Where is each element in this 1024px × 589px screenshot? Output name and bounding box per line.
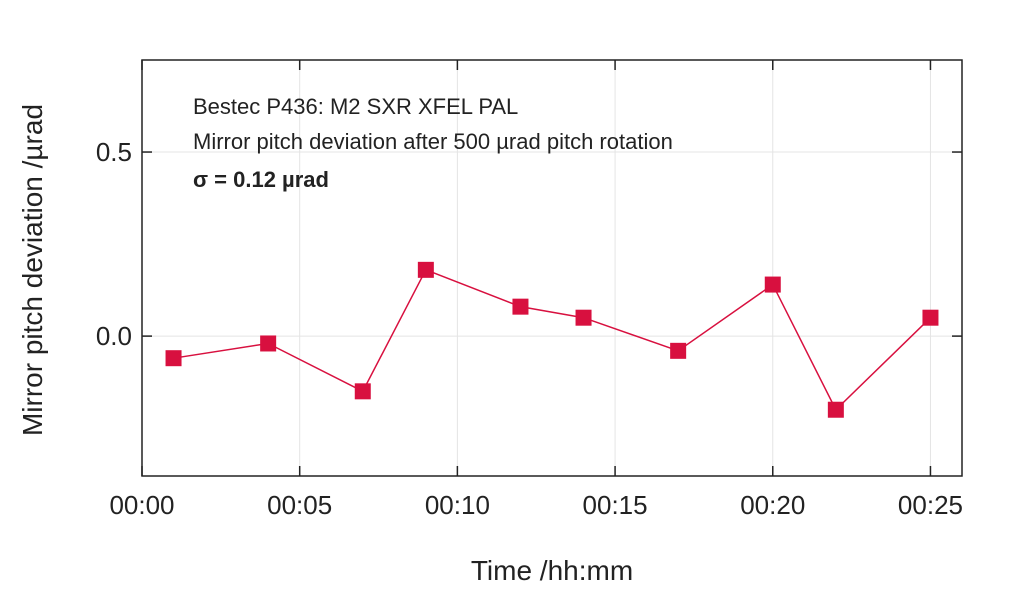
x-tick-label: 00:20 bbox=[740, 490, 805, 520]
ticks bbox=[141, 60, 962, 476]
annotation-sigma: σ = 0.12 µrad bbox=[193, 167, 329, 192]
series-line bbox=[173, 268, 931, 411]
x-tick-label: 00:05 bbox=[267, 490, 332, 520]
data-point-marker bbox=[922, 309, 939, 326]
x-tick-label: 00:15 bbox=[583, 490, 648, 520]
x-axis-title: Time /hh:mm bbox=[471, 555, 633, 586]
data-point-marker bbox=[512, 298, 529, 315]
series-group bbox=[165, 261, 939, 418]
data-point-marker bbox=[575, 309, 592, 326]
data-point-marker bbox=[260, 335, 277, 352]
y-axis-title: Mirror pitch deviation /µrad bbox=[17, 104, 48, 436]
data-point-marker bbox=[417, 261, 434, 278]
data-point-marker bbox=[165, 350, 182, 367]
data-point-marker bbox=[670, 342, 687, 359]
x-tick-label: 00:00 bbox=[109, 490, 174, 520]
annotation-line-1: Bestec P436: M2 SXR XFEL PAL bbox=[193, 94, 518, 119]
y-tick-label: 0.5 bbox=[96, 137, 132, 167]
annotation-line-2: Mirror pitch deviation after 500 µrad pi… bbox=[193, 129, 673, 154]
data-point-marker bbox=[764, 276, 781, 293]
plot-area-frame bbox=[141, 59, 963, 477]
data-point-marker bbox=[354, 383, 371, 400]
x-tick-label: 00:25 bbox=[898, 490, 963, 520]
x-tick-label: 00:10 bbox=[425, 490, 490, 520]
grid bbox=[141, 60, 962, 476]
y-tick-label: 0.0 bbox=[96, 321, 132, 351]
data-point-marker bbox=[827, 401, 844, 418]
